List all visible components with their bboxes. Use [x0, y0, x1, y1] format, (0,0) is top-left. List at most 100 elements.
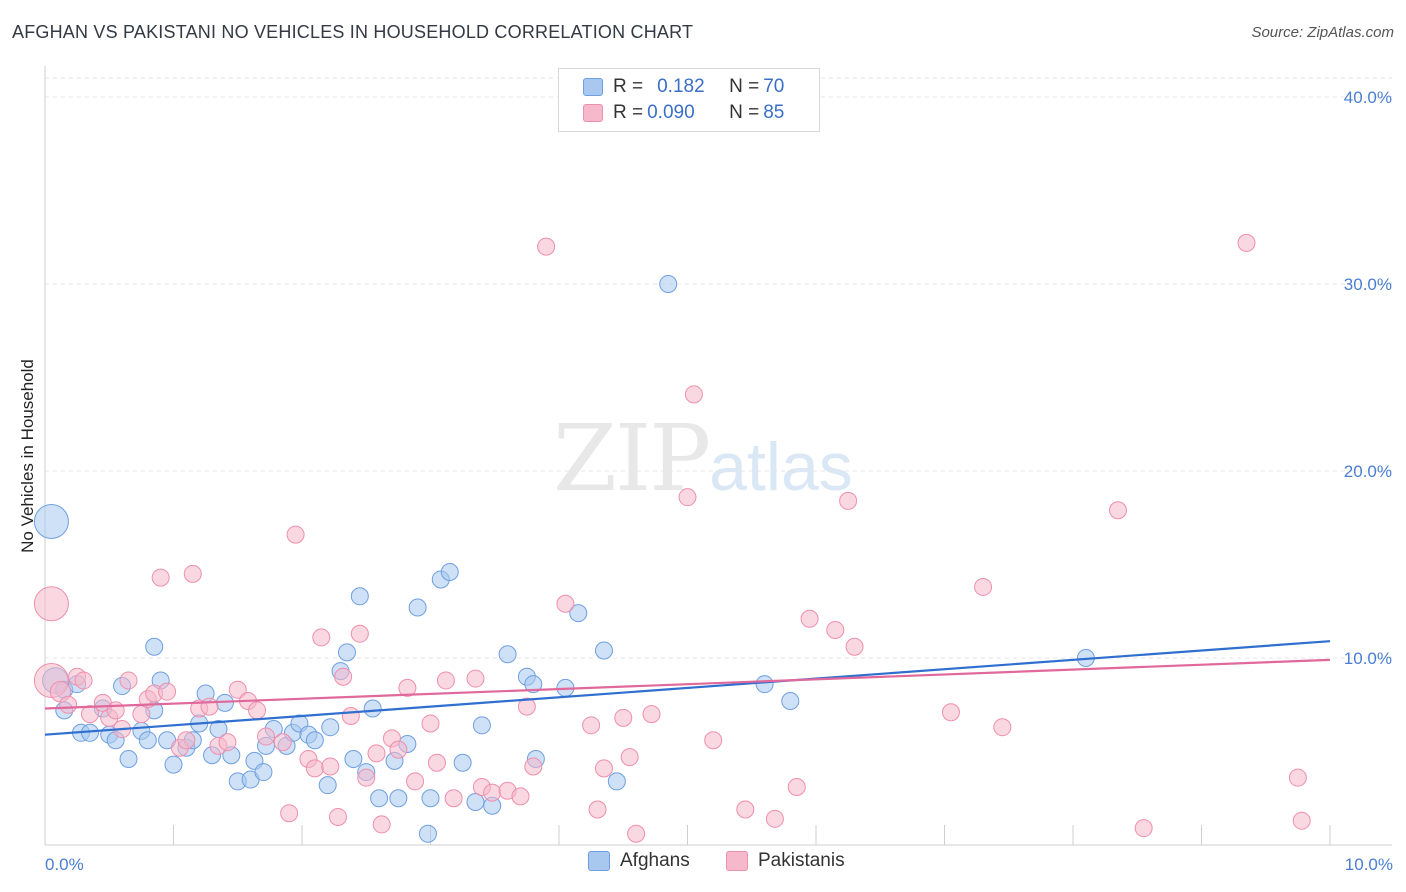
pakistani-point [800, 609, 819, 628]
legend-r-value: 0.090 [647, 102, 695, 123]
afghan-point [466, 792, 485, 811]
pakistani-point [280, 804, 299, 823]
legend-row-afghans: R = 0.182 N = 70 [583, 75, 784, 99]
pakistani-point [684, 385, 703, 404]
pakistani-point [1237, 233, 1256, 252]
data-points [33, 233, 1311, 843]
x-tick-label: 0.0% [45, 855, 84, 874]
pakistani-point [537, 237, 556, 256]
pakistani-point [974, 577, 993, 596]
afghan-point [607, 772, 626, 791]
pakistani-point [517, 697, 536, 716]
afghan-point [337, 643, 356, 662]
pakistani-point [80, 705, 99, 724]
pakistani-point [74, 671, 93, 690]
pakistani-point [218, 733, 237, 752]
afghan-point [254, 763, 273, 782]
afghan-point [498, 645, 517, 664]
pakistani-point [614, 708, 633, 727]
pakistani-point [132, 705, 151, 724]
bottom-legend-swatch-pakistanis [726, 851, 748, 871]
pakistani-point [350, 624, 369, 643]
afghan-point [33, 503, 69, 539]
pakistani-point [389, 740, 408, 759]
pakistani-point [436, 671, 455, 690]
pakistani-point [398, 678, 417, 697]
pakistani-point [357, 768, 376, 787]
pakistani-point [556, 594, 575, 613]
afghan-point [440, 562, 459, 581]
pakistani-point [627, 824, 646, 843]
pakistani-trend-line [44, 658, 1331, 710]
pakistani-point [736, 800, 755, 819]
pakistani-point [839, 491, 858, 510]
bottom-legend-swatch-afghans [588, 851, 610, 871]
legend-n-value: 70 [763, 76, 785, 97]
pakistani-point [286, 525, 305, 544]
legend-r-key: R = [613, 102, 644, 123]
pakistani-point [1288, 768, 1307, 787]
pakistani-point [33, 586, 69, 622]
pakistani-point [248, 701, 267, 720]
afghan-trend-line [44, 640, 1331, 736]
pakistani-point [704, 731, 723, 750]
pakistani-point [620, 748, 639, 767]
pakistani-point [372, 815, 391, 834]
y-tick-label: 40.0% [1344, 88, 1392, 107]
afghan-point [408, 598, 427, 617]
pakistani-point [678, 488, 697, 507]
afghan-point [453, 753, 472, 772]
afghan-point [421, 789, 440, 808]
afghan-point [119, 749, 138, 768]
afghan-point [138, 731, 157, 750]
afghan-point [145, 637, 164, 656]
pakistani-point [845, 637, 864, 656]
pakistani-point [594, 759, 613, 778]
afghan-point [472, 716, 491, 735]
afghan-point [363, 699, 382, 718]
pakistani-point [421, 714, 440, 733]
pakistani-point [106, 701, 125, 720]
pakistani-point [183, 564, 202, 583]
pakistani-point [119, 671, 138, 690]
pakistani-point [228, 680, 247, 699]
afghan-point [418, 824, 437, 843]
pakistani-point [341, 706, 360, 725]
pakistani-point [273, 733, 292, 752]
legend-r-key: R = [613, 76, 644, 97]
bottom-legend-label-pakistanis: Pakistanis [758, 850, 845, 871]
pakistani-point [765, 809, 784, 828]
trend-lines [44, 640, 1331, 736]
pakistani-point [582, 716, 601, 735]
bottom-legend-label-afghans: Afghans [620, 850, 690, 871]
legend-n-key: N = [729, 76, 760, 97]
pakistani-point [406, 772, 425, 791]
afghan-point [659, 275, 678, 293]
pakistani-point [321, 757, 340, 776]
source-credit: Source: ZipAtlas.com [1251, 24, 1394, 41]
x-tick-label: 10.0% [1345, 855, 1393, 874]
axes [44, 66, 1392, 846]
afghan-point [569, 604, 588, 623]
pakistani-point [642, 705, 661, 724]
legend-n-value: 85 [763, 102, 785, 123]
pakistani-point [1108, 501, 1127, 520]
afghan-point [321, 718, 340, 737]
pakistani-point [588, 800, 607, 819]
pakistani-point [177, 731, 196, 750]
legend-swatch-pakistanis [583, 104, 603, 122]
chart-title: AFGHAN VS PAKISTANI NO VEHICLES IN HOUSE… [12, 22, 694, 42]
pakistani-point [59, 695, 78, 714]
grid-lines [45, 77, 1392, 659]
legend-n-key: N = [729, 102, 760, 123]
y-tick-label: 10.0% [1344, 649, 1392, 668]
afghan-point [164, 755, 183, 774]
afghan-point [370, 789, 389, 808]
afghan-point [318, 776, 337, 795]
pakistani-point [524, 757, 543, 776]
bottom-legend-afghans: Afghans [588, 850, 690, 872]
tick-labels: 10.0% 20.0% 30.0% 40.0% 0.0% 10.0% [45, 88, 1393, 874]
pakistani-point [1134, 819, 1153, 838]
pakistani-point [200, 697, 219, 716]
